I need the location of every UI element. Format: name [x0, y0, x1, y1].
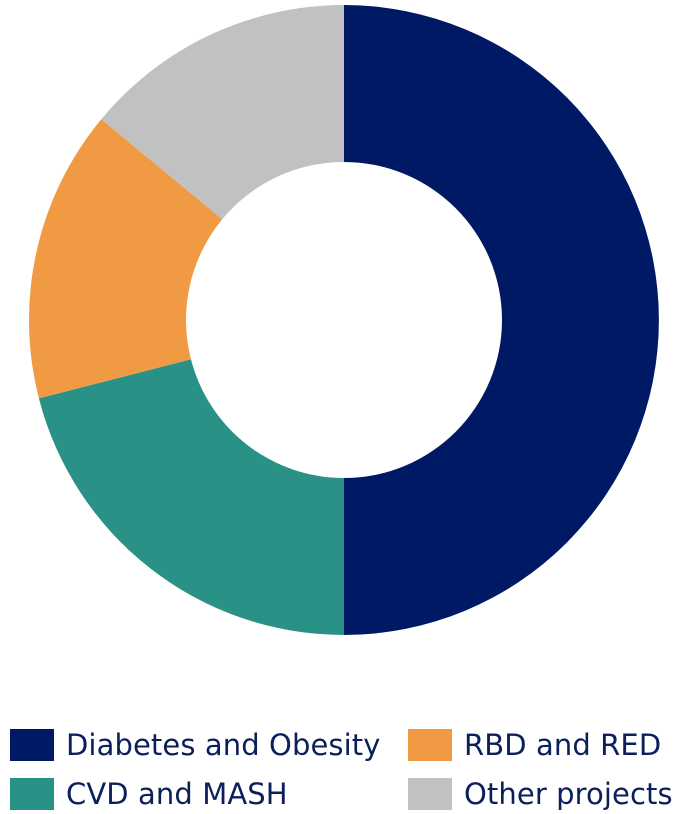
legend-swatch-diabetes-obesity — [10, 729, 54, 761]
legend-label-diabetes-obesity: Diabetes and Obesity — [66, 728, 381, 762]
donut-chart-svg — [28, 5, 659, 635]
legend-item-diabetes-obesity: Diabetes and Obesity — [10, 727, 381, 763]
legend-label-rbd-red: RBD and RED — [464, 728, 662, 762]
legend-item-rbd-red: RBD and RED — [408, 727, 661, 763]
donut-slice-other-projects — [101, 5, 344, 220]
donut-chart — [28, 5, 659, 635]
donut-slice-cvd-and-mash — [38, 359, 345, 635]
legend-item-other-projects: Other projects — [408, 776, 673, 812]
legend-swatch-rbd-red — [408, 729, 452, 761]
donut-slice-rbd-and-red — [28, 119, 223, 399]
legend-label-cvd-mash: CVD and MASH — [66, 777, 288, 811]
legend-swatch-other-projects — [408, 778, 452, 810]
legend-label-other-projects: Other projects — [464, 777, 673, 811]
chart-legend: Diabetes and Obesity RBD and RED CVD and… — [10, 727, 679, 811]
donut-slice-diabetes-and-obesity — [344, 5, 659, 635]
legend-swatch-cvd-mash — [10, 778, 54, 810]
legend-item-cvd-mash: CVD and MASH — [10, 776, 288, 812]
